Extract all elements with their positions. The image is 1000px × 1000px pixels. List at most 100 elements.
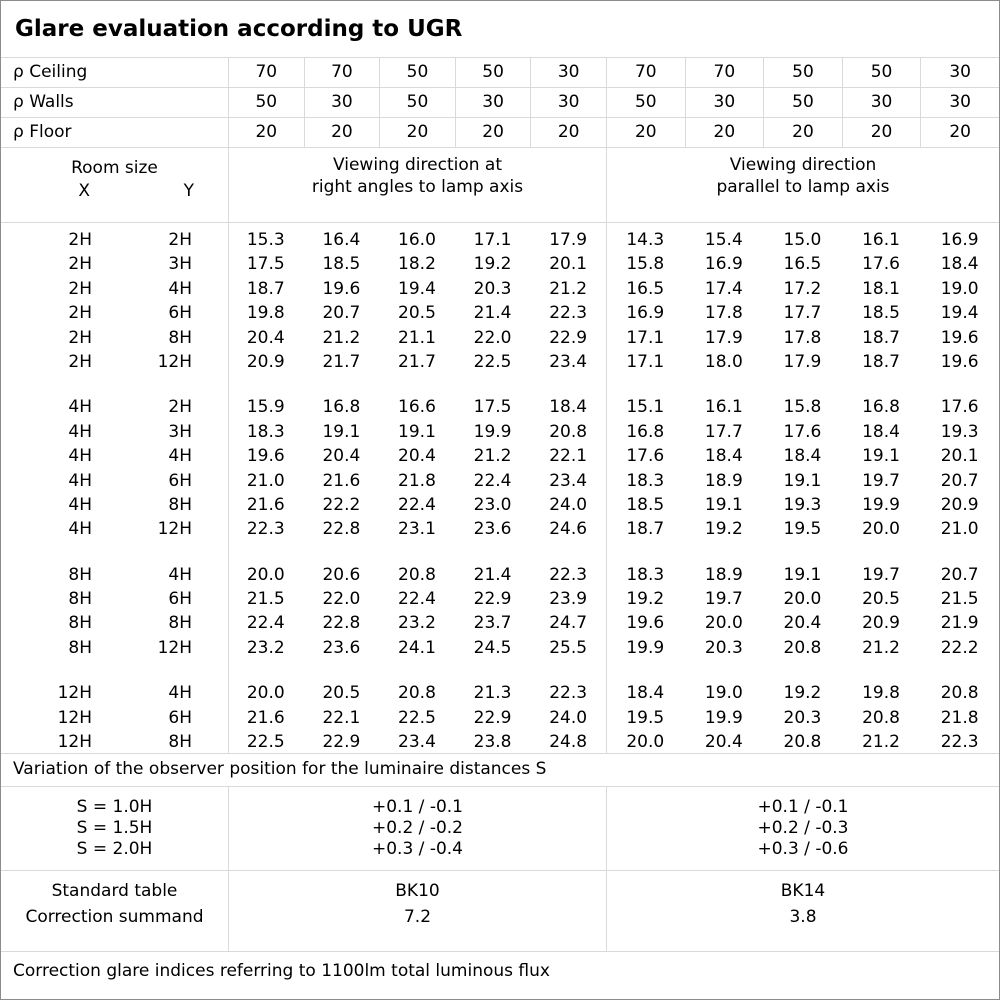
ugr-value-cell: 22.9 — [322, 732, 361, 753]
ugr-value-cell: 19.6 — [322, 278, 361, 299]
ugr-value-cell: 23.0 — [473, 494, 512, 515]
ugr-value-cell: 23.6 — [473, 519, 512, 540]
ugr-room-size-block: 2H 2H 15.3 16.4 16.0 17.1 17.9 14.3 15.4 15.0 16.1… — [1, 228, 999, 374]
room-x-cell: 4H — [68, 446, 92, 467]
ugr-value-cell: 23.1 — [398, 519, 436, 540]
ugr-value-cell: 20.7 — [940, 564, 979, 585]
reflectance-value-cell: 50 — [763, 58, 842, 87]
ugr-value-cell: 19.6 — [246, 446, 285, 467]
ugr-value-cell: 19.6 — [940, 351, 979, 372]
room-y-cell: 4H — [168, 446, 192, 467]
room-y-cell: 6H — [168, 589, 192, 610]
column-divider — [228, 223, 229, 753]
ugr-value-cell: 19.2 — [473, 254, 512, 275]
ugr-value-cell: 17.4 — [704, 278, 743, 299]
standard-labels: Standard table Correction summand — [1, 871, 228, 951]
ugr-value-cell: 22.5 — [473, 351, 512, 372]
ugr-value-cell: 18.4 — [704, 446, 743, 467]
ugr-value-cell: 22.2 — [940, 637, 979, 658]
column-divider — [606, 223, 607, 753]
room-x-cell: 2H — [68, 278, 92, 299]
ugr-value-cell: 14.3 — [626, 230, 665, 250]
parallel-group-header: Viewing direction parallel to lamp axis — [606, 148, 999, 222]
ugr-value-cell: 19.2 — [783, 683, 822, 704]
ugr-value-cell: 23.4 — [549, 470, 588, 491]
ugr-value-cell: 17.7 — [783, 303, 822, 324]
page-title: Glare evaluation according to UGR — [1, 1, 999, 58]
ugr-value-cell: 23.2 — [398, 613, 436, 634]
ugr-value-cell: 21.7 — [398, 351, 436, 372]
ugr-value-cell: 16.5 — [783, 254, 822, 275]
ugr-value-cell: 22.5 — [398, 707, 436, 728]
ugr-value-cell: 19.0 — [940, 278, 979, 299]
standard-table-section: Standard table Correction summand BK10 7… — [1, 871, 999, 952]
ugr-value-cell: 20.0 — [626, 732, 665, 753]
ugr-value-cell: 22.8 — [322, 519, 361, 540]
ugr-value-cell: 25.5 — [549, 637, 588, 658]
room-size-header: Room size X Y — [1, 148, 228, 222]
room-x-cell: 8H — [68, 589, 92, 610]
ugr-value-cell: 16.5 — [626, 278, 665, 299]
table-row: 4H 2H 15.9 16.8 16.6 17.5 18.4 15.1 16.1 15.8 16.8… — [1, 395, 999, 419]
table-row: 12H 4H 20.0 20.5 20.8 21.3 22.3 18.4 19.0 19.2 19.… — [1, 681, 999, 705]
room-y-cell: 12H — [157, 637, 192, 658]
table-row: 4H 12H 22.3 22.8 23.1 23.6 24.6 18.7 19.2 19.5 20.… — [1, 517, 999, 541]
ugr-value-cell: 20.9 — [246, 351, 285, 372]
ugr-value-cell: 18.7 — [862, 327, 900, 348]
ugr-value-cell: 15.3 — [246, 230, 285, 250]
reflectance-row: ρ Walls 50 30 50 30 30 50 30 50 30 30 — [1, 88, 999, 118]
ugr-value-cell: 22.4 — [398, 589, 436, 610]
table-row: 12H 8H 22.5 22.9 23.4 23.8 24.8 20.0 20.4 20.8 21.… — [1, 730, 999, 754]
ugr-value-cell: 24.5 — [473, 637, 512, 658]
room-x-cell: 4H — [68, 519, 92, 540]
ugr-value-cell: 16.1 — [704, 397, 743, 418]
ugr-value-cell: 15.1 — [626, 397, 665, 418]
table-header-row: Room size X Y Viewing direction at right… — [1, 148, 999, 223]
correction-summand-label: Correction summand — [25, 907, 204, 927]
reflectance-value-cell: 20 — [920, 118, 999, 147]
ugr-value-cell: 21.2 — [322, 327, 361, 348]
xy-header-row: X Y — [1, 179, 228, 203]
standard-table-value: BK10 — [395, 881, 440, 901]
room-y-cell: 3H — [168, 254, 192, 275]
room-x-cell: 4H — [68, 397, 92, 418]
room-size-label: Room size — [71, 158, 158, 178]
room-x-cell: 2H — [68, 254, 92, 275]
ugr-value-cell: 18.5 — [322, 254, 361, 275]
table-row: 2H 8H 20.4 21.2 21.1 22.0 22.9 17.1 17.9 17.8 18.7… — [1, 326, 999, 350]
standard-table-label: Standard table — [51, 881, 178, 901]
ugr-value-cell: 21.6 — [322, 470, 361, 491]
ugr-value-cell: 17.6 — [862, 254, 900, 275]
ugr-value-cell: 22.0 — [473, 327, 512, 348]
ugr-value-cell: 19.9 — [862, 494, 900, 515]
ugr-value-cell: 20.8 — [398, 564, 436, 585]
ugr-value-cell: 19.7 — [862, 564, 900, 585]
table-row: 4H 8H 21.6 22.2 22.4 23.0 24.0 18.5 19.1 19.3 19.9… — [1, 493, 999, 517]
ugr-value-cell: 20.8 — [783, 637, 822, 658]
ugr-value-cell: 20.6 — [322, 564, 361, 585]
right-angles-group-header: Viewing direction at right angles to lam… — [228, 148, 606, 222]
ugr-value-cell: 15.9 — [246, 397, 285, 418]
ugr-value-cell: 21.0 — [940, 519, 979, 540]
ugr-value-cell: 21.8 — [398, 470, 436, 491]
table-row: 2H 6H 19.8 20.7 20.5 21.4 22.3 16.9 17.8 17.7 18.5… — [1, 301, 999, 325]
ugr-value-cell: 16.6 — [398, 397, 436, 418]
ugr-value-cell: 22.9 — [473, 589, 512, 610]
room-y-cell: 2H — [168, 230, 192, 250]
ugr-value-cell: 19.5 — [626, 707, 665, 728]
ugr-value-cell: 19.3 — [940, 421, 979, 442]
reflectance-value-cell: 70 — [605, 58, 685, 87]
room-y-cell: 8H — [168, 732, 192, 753]
ugr-value-cell: 21.2 — [473, 446, 512, 467]
room-y-cell: 12H — [157, 351, 192, 372]
reflectance-table: ρ Ceiling 70 70 50 50 30 70 70 50 50 30 ρ Walls 50 30… — [1, 58, 999, 148]
ugr-value-cell: 20.8 — [940, 683, 979, 704]
reflectance-value-cell: 30 — [454, 88, 531, 117]
ugr-value-cell: 19.9 — [473, 421, 512, 442]
table-row: 2H 12H 20.9 21.7 21.7 22.5 23.4 17.1 18.0 17.9 18.… — [1, 350, 999, 374]
ugr-value-cell: 22.3 — [549, 564, 588, 585]
room-x-cell: 12H — [57, 683, 92, 704]
ugr-value-cell: 17.1 — [626, 327, 665, 348]
ugr-value-cell: 19.2 — [704, 519, 743, 540]
room-x-cell: 12H — [57, 732, 92, 753]
